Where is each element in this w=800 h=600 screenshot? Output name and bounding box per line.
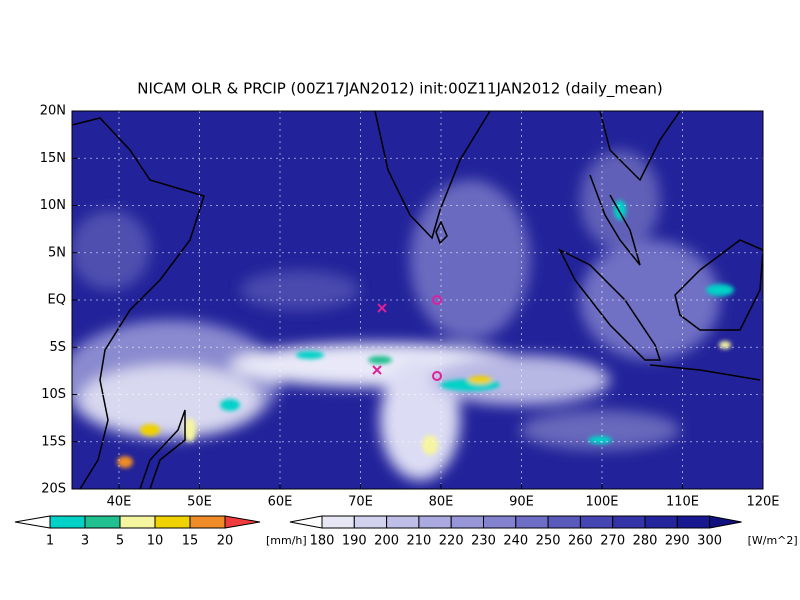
colorbar-end — [14, 515, 51, 529]
map-title: NICAM OLR & PRCIP (00Z17JAN2012) init:00… — [137, 80, 663, 99]
colorbar-label: 290 — [665, 534, 690, 549]
lon-label: 110E — [666, 495, 699, 510]
colorbar-label: 280 — [633, 534, 658, 549]
colorbar-label: 5 — [116, 534, 124, 549]
colorbar-box — [483, 515, 517, 529]
colorbar-end — [224, 515, 261, 529]
colorbar-label: 220 — [439, 534, 464, 549]
precip-cells — [117, 200, 734, 468]
colorbar-label: 190 — [342, 534, 367, 549]
colorbar-label: 20 — [217, 534, 234, 549]
lon-label: 100E — [585, 495, 618, 510]
lat-label: 5N — [48, 245, 66, 260]
colorbar-label: 240 — [503, 534, 528, 549]
lon-label: 90E — [509, 495, 534, 510]
colorbar-label: 15 — [182, 534, 199, 549]
colorbar-label: 180 — [310, 534, 335, 549]
colorbar-label: 270 — [600, 534, 625, 549]
lat-label: 15N — [40, 151, 66, 166]
colorbar-label: 300 — [697, 534, 722, 549]
colorbar-box — [119, 515, 156, 529]
storm-markers — [372, 295, 442, 381]
lat-label: 10N — [40, 198, 66, 213]
colorbar-box — [321, 515, 355, 529]
colorbar-box — [353, 515, 388, 529]
colorbar-label: 1 — [46, 534, 54, 549]
lat-label: 15S — [41, 434, 66, 449]
colorbar-label: 230 — [471, 534, 496, 549]
colorbar-box — [547, 515, 581, 529]
colorbar-unit: [mm/h] — [266, 534, 307, 547]
colorbar-box — [676, 515, 711, 529]
colorbar-box — [84, 515, 121, 529]
colorbar-box — [189, 515, 226, 529]
colorbar-box — [612, 515, 646, 529]
colorbar-label: 200 — [374, 534, 399, 549]
lat-label: 20S — [41, 482, 66, 497]
colorbar-unit: [W/m^2] — [748, 534, 798, 547]
colorbar-box — [450, 515, 485, 529]
lat-label: EQ — [48, 293, 66, 308]
lon-label: 50E — [187, 495, 212, 510]
colorbar-end — [709, 515, 742, 529]
colorbar-box — [515, 515, 549, 529]
colorbar-label: 3 — [81, 534, 89, 549]
colorbar-box — [579, 515, 614, 529]
lon-label: 70E — [348, 495, 373, 510]
lon-label: 80E — [429, 495, 454, 510]
graticule — [72, 111, 763, 489]
lon-label: 120E — [746, 495, 779, 510]
lat-label: 5S — [49, 340, 66, 355]
colorbar-label: 250 — [536, 534, 561, 549]
lat-label: 10S — [41, 387, 66, 402]
colorbar-label: 10 — [147, 534, 164, 549]
lon-label: 60E — [268, 495, 293, 510]
colorbar-box — [644, 515, 678, 529]
lon-label: 40E — [107, 495, 132, 510]
colorbar-box — [386, 515, 420, 529]
colorbar-box — [49, 515, 86, 529]
colorbar-box — [154, 515, 191, 529]
colorbar-box — [418, 515, 452, 529]
colorbar-label: 260 — [568, 534, 593, 549]
lat-label: 20N — [40, 104, 66, 119]
colorbar-end — [289, 515, 323, 529]
axis-labels: 20N 15N 10N 5N EQ 5S 10S 15S 20S 40E 50E 60E 70E 80E 9… — [40, 104, 780, 510]
map-area — [72, 111, 763, 489]
colorbar-label: 210 — [406, 534, 431, 549]
colorbars: 1 3 5 10 15 20 [mm/h] 180 190 200 210 220 230 240 250 2… — [14, 515, 798, 549]
